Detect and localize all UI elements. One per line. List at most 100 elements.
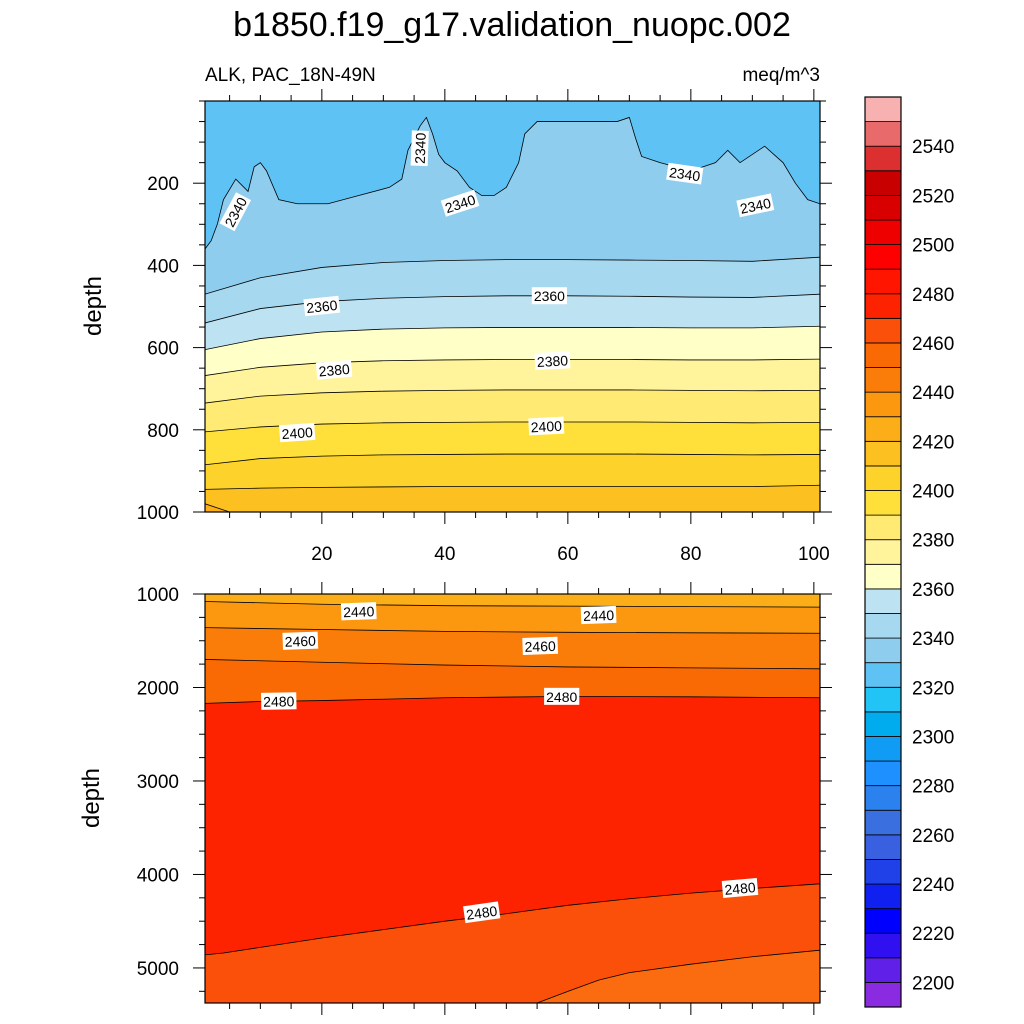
colorbar-swatch [864, 440, 902, 467]
upper-y-axis-label: depth [80, 276, 107, 336]
colorbar-swatch [864, 736, 902, 762]
colorbar-swatch [864, 367, 902, 393]
svg-text:2400: 2400 [281, 424, 313, 442]
contour-label: 2440 [580, 605, 617, 625]
plot-frame [204, 593, 821, 1004]
colorbar-swatch [864, 96, 902, 122]
contour-band-2415 [205, 454, 820, 490]
colorbar-swatch [864, 170, 902, 196]
svg-text:2400: 2400 [530, 418, 562, 436]
colorbar-label: 2400 [912, 482, 954, 503]
svg-text:2460: 2460 [524, 638, 556, 655]
colorbar-swatch [864, 662, 902, 688]
colorbar-label: 2480 [912, 285, 954, 306]
contour-band-2465 [537, 950, 820, 1003]
x-tick-label: 20 [311, 544, 332, 565]
colorbar-swatch [864, 342, 902, 368]
lower-y-axis-label: depth [78, 768, 105, 828]
svg-text:2340: 2340 [412, 132, 429, 164]
colorbar-swatch [864, 563, 902, 590]
contour-line [536, 949, 820, 1003]
contour-band-2455 [205, 627, 820, 669]
colorbar-label: 2300 [912, 727, 954, 748]
colorbar-swatch [864, 883, 902, 910]
colorbar-swatch [864, 711, 902, 737]
y-tick-label: 1000 [137, 503, 179, 524]
y-tick-label: 800 [147, 421, 179, 442]
colorbar-swatch [864, 194, 902, 221]
svg-text:2480: 2480 [263, 693, 295, 710]
contour-band-2485 [205, 696, 820, 955]
colorbar-swatch [864, 637, 902, 664]
colorbar-swatch [864, 490, 902, 516]
colorbar-swatch [864, 932, 902, 959]
colorbar-swatch [864, 686, 902, 713]
right-subtitle: meq/m^3 [742, 65, 820, 86]
svg-text:2340: 2340 [668, 164, 701, 184]
contour-band-2470 [205, 659, 820, 704]
colorbar-label: 2340 [912, 629, 954, 650]
colorbar-label: 2460 [912, 334, 954, 355]
contour-label: 2480 [721, 877, 759, 898]
contour-line [205, 659, 820, 670]
contour-label: 2400 [528, 416, 565, 436]
svg-text:2380: 2380 [536, 352, 568, 370]
contour-label: 2480 [544, 687, 580, 705]
contour-line [205, 601, 820, 608]
colorbar-label: 2320 [912, 678, 954, 699]
svg-text:2440: 2440 [583, 607, 615, 624]
y-tick-label: 2000 [137, 678, 179, 699]
colorbar-swatch [864, 244, 902, 270]
svg-text:2440: 2440 [343, 603, 375, 620]
colorbar-swatch [864, 588, 902, 614]
contour-line [205, 484, 820, 490]
colorbar-swatch [864, 145, 902, 172]
colorbar-swatch [864, 834, 902, 860]
contour-band-2425 [205, 485, 820, 512]
contour-line [205, 256, 820, 295]
left-subtitle: ALK, PAC_18N-49N [205, 65, 376, 86]
colorbar-swatch [864, 859, 902, 885]
colorbar-swatch [864, 539, 902, 565]
colorbar-swatch [864, 317, 902, 344]
colorbar-swatch [864, 982, 902, 1008]
colorbar-label: 2520 [912, 186, 954, 207]
colorbar-label: 2260 [912, 826, 954, 847]
colorbar-label: 2440 [912, 383, 954, 404]
y-tick-label: 3000 [137, 772, 179, 793]
contour-label: 2460 [282, 631, 319, 650]
contour-label: 2380 [534, 351, 571, 371]
svg-text:2480: 2480 [465, 903, 498, 923]
contour-label: 2340 [736, 193, 775, 218]
contour-line [205, 116, 820, 250]
contour-line [205, 293, 820, 324]
svg-text:2380: 2380 [318, 361, 351, 380]
svg-text:2480: 2480 [724, 879, 757, 898]
colorbar-label: 2500 [912, 236, 954, 257]
contour-band-2385 [205, 359, 820, 404]
contour-label: 2480 [463, 901, 501, 924]
x-tick-label: 40 [434, 544, 455, 565]
y-tick-label: 400 [147, 256, 179, 277]
contour-label: 2400 [279, 422, 316, 443]
contour-band-2355 [205, 257, 820, 323]
colorbar-label: 2540 [912, 137, 954, 158]
contour-band-2375 [205, 326, 820, 376]
contour-band-2395 [205, 389, 820, 432]
contour-label: 2360 [303, 295, 341, 317]
contour-line [205, 627, 820, 634]
x-tick-label: 100 [798, 544, 830, 565]
colorbar-swatch [864, 514, 902, 541]
contour-band-2365 [205, 294, 820, 350]
contour-line [205, 358, 820, 376]
contour-label: 2460 [522, 636, 559, 655]
contour-line [205, 389, 820, 404]
colorbar: 2200 2220 2240 2260 2280 2300 2320 2340 2360 2380… [864, 96, 954, 1008]
colorbar-swatch [864, 957, 902, 983]
svg-text:2360: 2360 [534, 288, 565, 304]
contour-line [205, 453, 820, 466]
colorbar-label: 2240 [912, 875, 954, 896]
colorbar-swatch [864, 613, 902, 639]
